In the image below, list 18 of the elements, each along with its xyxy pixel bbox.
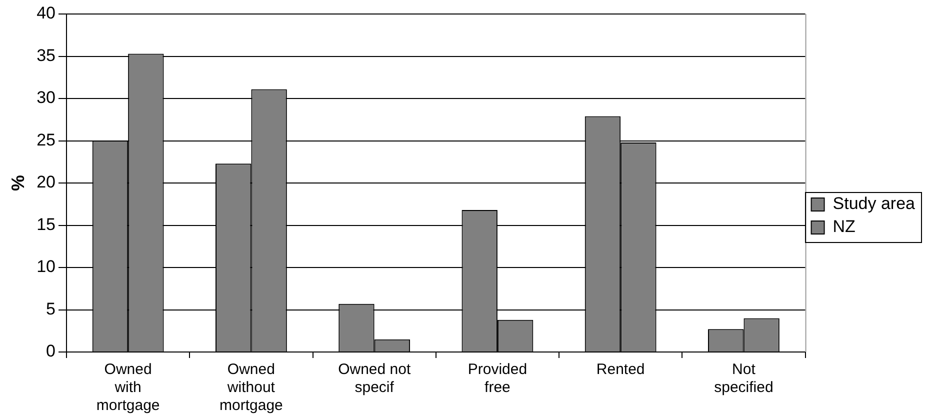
legend-label: NZ <box>832 217 856 236</box>
x-tick-label: Owned without mortgage <box>220 361 283 414</box>
y-tick-label: 10 <box>36 257 56 276</box>
y-tick-label: 25 <box>36 130 56 150</box>
legend-label: Study area <box>832 194 916 214</box>
y-tick-label: 0 <box>46 342 56 361</box>
x-tick-label: Owned not specif <box>338 361 412 396</box>
y-tick-label: 15 <box>36 214 56 234</box>
y-tick-label: 35 <box>36 46 56 65</box>
y-tick-label: 5 <box>46 299 56 318</box>
x-tick-label: Provided free <box>468 361 528 396</box>
y-tick-label: 20 <box>36 172 56 192</box>
y-tick-label: 40 <box>36 4 56 23</box>
y-tick-label: 30 <box>36 88 56 108</box>
x-tick-label: Rented <box>596 361 645 378</box>
x-tick-label: Owned with mortgage <box>96 361 160 414</box>
x-tick-label: Not specified <box>714 361 774 396</box>
y-axis-title: % <box>8 174 28 192</box>
